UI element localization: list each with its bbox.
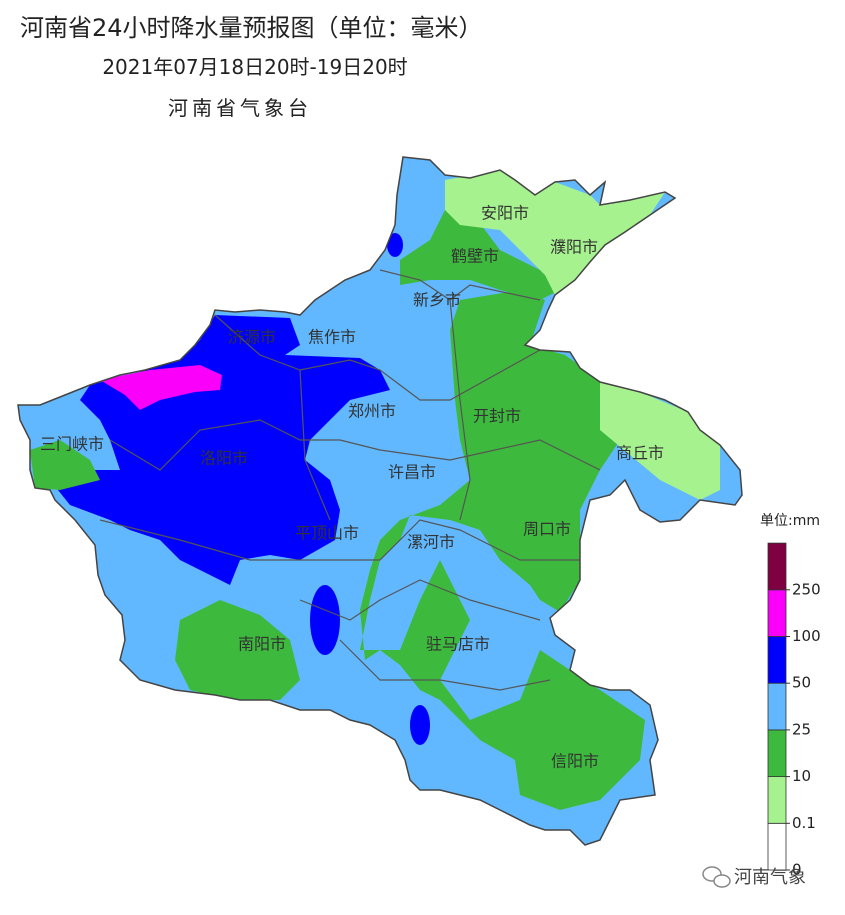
rain-area [410,705,430,745]
rain-area [30,440,100,490]
legend-tick-label: 0.1 [792,814,816,832]
city-label: 漯河市 [407,533,455,552]
legend-swatch [767,822,787,871]
borders [17,156,743,846]
city-label: 安阳市 [481,204,529,223]
city-label: 鹤壁市 [451,247,499,266]
rain-area [387,233,403,257]
legend-unit: 单位:mm [760,513,820,529]
legend-swatch [767,776,787,824]
city-label: 濮阳市 [550,238,598,257]
rain-area [168,493,192,513]
city-labels: 安阳市 鹤壁市 濮阳市 新乡市 济源市 焦作市 郑州市 开封市 三门峡市 洛阳市… [40,204,664,771]
city-label: 驻马店市 [426,635,490,654]
watermark-text: 河南气象 [734,867,806,888]
watermark: 河南气象 [702,866,806,888]
legend-swatch [767,636,787,684]
city-label: 南阳市 [238,635,286,654]
city-label: 洛阳市 [200,449,248,468]
title: 河南省24小时降水量预报图（单位：毫米） [20,14,483,42]
wechat-icon [702,866,722,882]
border [299,369,331,521]
border [99,519,580,561]
period: 2021年07月18日20时-19日20时 [102,55,407,79]
city-label: 焦作市 [308,328,356,347]
legend-tick-label: 100 [792,627,821,645]
rain-area [310,585,340,655]
rain-area [100,365,222,410]
city-label: 三门峡市 [40,435,104,454]
city-label: 许昌市 [388,463,436,482]
city-label: 商丘市 [616,444,664,463]
wechat-icon [713,874,731,888]
city-label: 周口市 [523,520,571,539]
city-label: 济源市 [228,328,276,347]
border [109,419,601,471]
legend-swatch [767,542,787,591]
border [339,639,551,691]
city-label: 新乡市 [413,291,461,310]
legend-tick-label: 250 [792,580,821,598]
legend-tick-label: 50 [792,674,811,692]
border [299,579,541,621]
legend-swatch [767,682,787,731]
legend-tick-label: 0 [792,861,802,879]
border [214,314,541,401]
issuer: 河南省气象台 [168,96,312,120]
legend-swatch [767,729,787,778]
city-label: 平顶山市 [295,524,359,543]
rain-area [600,380,720,500]
city-label: 开封市 [473,407,521,426]
legend-tick-label: 10 [792,767,811,785]
border [449,299,471,521]
rain-map [18,157,742,845]
legend-tick-label: 25 [792,720,811,738]
city-label: 郑州市 [348,402,396,421]
legend-swatch [767,589,787,637]
city-label: 信阳市 [551,752,599,771]
rain-area [175,600,300,700]
rain-area [445,170,665,295]
rain-area [400,200,560,300]
legend: 单位:mm 0 0.1 10 25 50 100 250 [760,513,821,879]
